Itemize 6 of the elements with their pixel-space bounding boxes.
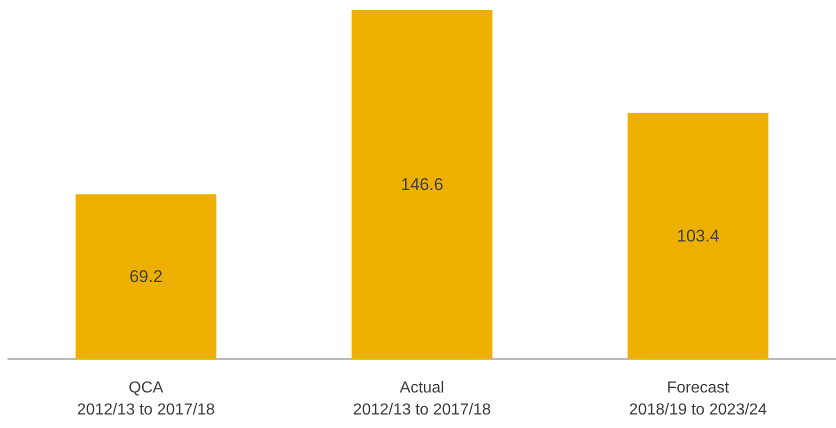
x-tick-label: Actual 2012/13 to 2017/18 xyxy=(353,380,492,418)
x-tick-label: Forecast 2018/19 to 2023/24 xyxy=(629,380,768,418)
data-label: 103.4 xyxy=(676,226,720,246)
data-label: 69.2 xyxy=(129,267,163,286)
data-label: 146.6 xyxy=(400,175,444,194)
x-tick-label: QCA 2012/13 to 2017/18 xyxy=(77,380,216,418)
